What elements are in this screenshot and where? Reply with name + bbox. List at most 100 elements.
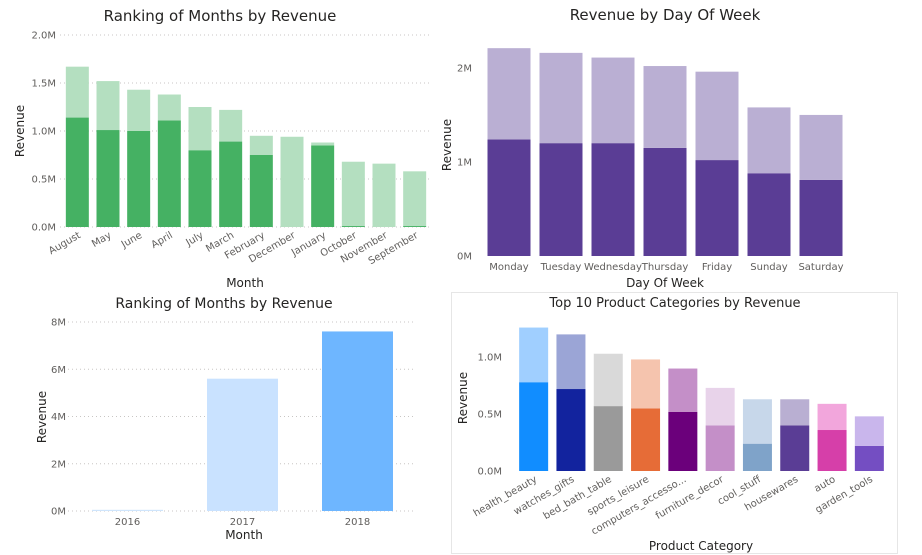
- bar-segment[interactable]: [219, 109, 243, 142]
- bar-segment[interactable]: [539, 52, 583, 144]
- y-tick-label: 2M: [51, 459, 66, 470]
- bar-segment[interactable]: [219, 141, 243, 227]
- x-tick-label: 2016: [115, 517, 140, 528]
- plot-area: 0M 2M 4M 6M 8M 2016 2017 2018: [51, 318, 415, 528]
- y-tick-label: 1.0M: [477, 353, 502, 364]
- x-tick-label: auto: [813, 474, 838, 495]
- y-tick-label: 0.0M: [31, 223, 56, 234]
- y-tick-label: 1.0M: [31, 127, 56, 138]
- y-axis-label: Revenue: [35, 391, 49, 443]
- bar-segment[interactable]: [631, 408, 661, 471]
- bar-segment[interactable]: [188, 107, 212, 151]
- chart-title: Revenue by Day Of Week: [570, 6, 761, 24]
- bar-segment[interactable]: [519, 382, 549, 471]
- bar-segment[interactable]: [519, 327, 549, 383]
- bar-segment[interactable]: [65, 66, 89, 118]
- x-tick-label: Thursday: [641, 262, 689, 273]
- plot-area: 0.0M0.5M1.0Mhealth_beautywatches_giftsbe…: [472, 327, 884, 537]
- bar[interactable]: [207, 378, 278, 511]
- bar-segment[interactable]: [157, 94, 181, 121]
- bar-segment[interactable]: [96, 81, 120, 131]
- bar-segment[interactable]: [127, 89, 151, 131]
- bar[interactable]: [92, 509, 163, 511]
- bar-segment[interactable]: [311, 145, 335, 227]
- bar-segment[interactable]: [817, 403, 847, 431]
- bar-segment[interactable]: [854, 445, 884, 471]
- y-tick-label: 0M: [457, 252, 472, 263]
- x-axis-label: Day Of Week: [626, 276, 704, 290]
- x-tick-label: 2017: [230, 517, 255, 528]
- x-tick-label: Friday: [702, 262, 732, 273]
- bar-segment[interactable]: [593, 406, 623, 471]
- bar-segment[interactable]: [403, 226, 427, 227]
- y-axis-label: Revenue: [440, 119, 454, 171]
- bar-segment[interactable]: [668, 368, 698, 412]
- x-tick-label: Tuesday: [540, 262, 582, 273]
- bar-segment[interactable]: [487, 139, 531, 256]
- x-tick-label: June: [119, 230, 144, 251]
- bar-segment[interactable]: [780, 425, 810, 471]
- bar-segment[interactable]: [695, 160, 739, 256]
- bar-segment[interactable]: [487, 48, 531, 140]
- bar-segment[interactable]: [591, 143, 635, 256]
- bar-segment[interactable]: [556, 389, 586, 471]
- x-axis-label: Product Category: [649, 539, 753, 553]
- bar-segment[interactable]: [65, 117, 89, 227]
- bar-segment[interactable]: [668, 411, 698, 471]
- chart-title: Ranking of Months by Revenue: [104, 7, 337, 25]
- bar-segment[interactable]: [96, 130, 120, 227]
- bar-segment[interactable]: [157, 120, 181, 227]
- bar-segment[interactable]: [799, 114, 843, 180]
- x-axis-label: Month: [225, 528, 263, 542]
- bar-segment[interactable]: [556, 334, 586, 390]
- bar-segment[interactable]: [539, 143, 583, 256]
- bar-segment[interactable]: [631, 359, 661, 409]
- bar-segment[interactable]: [591, 57, 635, 144]
- plot-area: 0.0M 0.5M 1.0M 1.5M 2.0M August May June April Ju…: [31, 31, 430, 267]
- bar-segment[interactable]: [705, 387, 735, 426]
- y-tick-label: 0.5M: [31, 175, 56, 186]
- y-axis-label: Revenue: [13, 105, 27, 157]
- y-tick-label: 2.0M: [31, 31, 56, 42]
- x-tick-label: Wednesday: [584, 262, 642, 273]
- bar-segment[interactable]: [747, 107, 791, 174]
- bar-segment[interactable]: [695, 71, 739, 161]
- bar-segment[interactable]: [817, 430, 847, 471]
- bar-segment[interactable]: [341, 226, 365, 227]
- bar-segment[interactable]: [742, 443, 772, 471]
- bar-segment[interactable]: [249, 155, 273, 227]
- x-tick-label: 2018: [345, 517, 370, 528]
- bar-segment[interactable]: [593, 353, 623, 407]
- bar-segment[interactable]: [403, 171, 427, 227]
- y-tick-label: 0.0M: [477, 467, 502, 478]
- bar-segment[interactable]: [341, 161, 365, 227]
- x-tick-label: Sunday: [750, 262, 787, 273]
- day-of-week-chart: Revenue by Day Of Week Day Of Week Reven…: [440, 0, 922, 290]
- bar-segment[interactable]: [188, 150, 212, 227]
- x-tick-label: Saturday: [798, 262, 843, 273]
- bar-segment[interactable]: [249, 135, 273, 155]
- bar-segment[interactable]: [705, 425, 735, 471]
- x-tick-label: health_beauty: [472, 474, 539, 519]
- bar-segment[interactable]: [742, 399, 772, 444]
- bar-segment[interactable]: [280, 136, 304, 227]
- bar-segment[interactable]: [372, 163, 396, 227]
- plot-area: 0M 1M 2M Monday Tuesday Wednesday Thursday Frid…: [457, 48, 844, 273]
- bar-segment[interactable]: [127, 131, 151, 227]
- bar[interactable]: [322, 331, 393, 511]
- product-category-chart-svg: Top 10 Product Categories by Revenue Pro…: [456, 296, 884, 553]
- x-tick-label: April: [150, 230, 175, 251]
- y-tick-label: 1M: [457, 157, 472, 168]
- y-tick-label: 6M: [51, 365, 66, 376]
- bar-segment[interactable]: [643, 147, 687, 256]
- bar-segment[interactable]: [747, 173, 791, 256]
- year-revenue-chart-svg: Ranking of Months by Revenue Month Reven…: [35, 296, 415, 542]
- bar-segment[interactable]: [854, 416, 884, 446]
- bar-segment[interactable]: [780, 399, 810, 426]
- bar-segment[interactable]: [311, 142, 335, 146]
- y-tick-label: 8M: [51, 318, 66, 329]
- month-revenue-chart-svg: Ranking of Months by Revenue Month Reven…: [13, 7, 430, 290]
- bar-segment[interactable]: [643, 66, 687, 148]
- bar-segment[interactable]: [799, 179, 843, 256]
- y-tick-label: 2M: [457, 63, 472, 74]
